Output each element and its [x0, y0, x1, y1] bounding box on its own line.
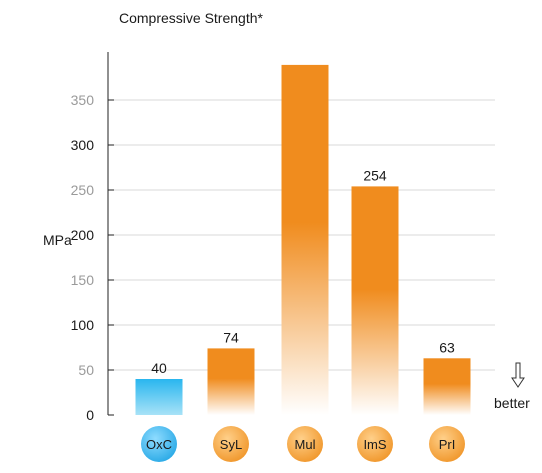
y-tick-label: 300: [71, 137, 95, 153]
category-badge-ims: [357, 426, 393, 462]
y-tick-label: 0: [86, 407, 94, 423]
y-tick-label: 150: [71, 272, 95, 288]
category-badge-oxc: [141, 426, 177, 462]
bar-mul: [281, 64, 329, 416]
category-label-oxc: OxC: [146, 437, 172, 452]
data-label-pri: 63: [439, 339, 455, 355]
down-arrow-icon: [511, 362, 525, 388]
y-tick-label: 100: [71, 317, 95, 333]
y-tick-label: 350: [71, 92, 95, 108]
y-axis-label: MPa: [43, 232, 72, 248]
category-label-syl: SyL: [220, 437, 242, 452]
bar-pri: [423, 358, 471, 415]
bar-oxc: [135, 379, 183, 415]
y-tick-label: 250: [71, 182, 95, 198]
bar-ims: [351, 186, 399, 415]
chart-title: Compressive Strength*: [119, 10, 263, 26]
y-tick-label: 50: [78, 362, 94, 378]
data-label-syl: 74: [223, 329, 239, 345]
category-label-pri: PrI: [439, 437, 456, 452]
category-badge-syl: [213, 426, 249, 462]
data-label-oxc: 40: [151, 360, 167, 376]
y-tick-label: 200: [71, 227, 95, 243]
bar-syl: [207, 348, 255, 415]
category-badge-pri: [429, 426, 465, 462]
category-badge-mul: [287, 426, 323, 462]
better-annotation: better: [494, 395, 530, 411]
category-label-mul: Mul: [295, 437, 316, 452]
data-label-ims: 254: [363, 167, 387, 183]
category-label-ims: ImS: [363, 437, 386, 452]
